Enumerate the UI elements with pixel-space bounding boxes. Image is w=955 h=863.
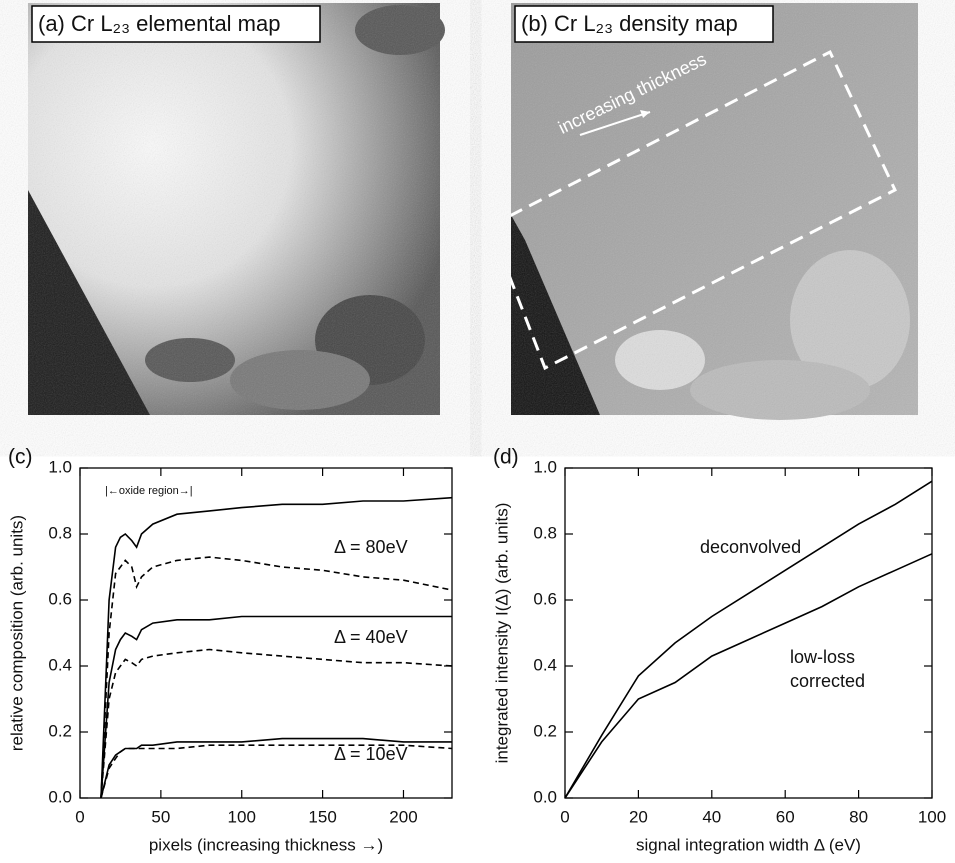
y-tick-label: 1.0 <box>48 457 72 476</box>
y-axis-label: relative composition (arb. units) <box>7 515 26 751</box>
x-tick-label: 150 <box>308 807 336 826</box>
x-tick-label: 40 <box>702 807 721 826</box>
y-tick-label: 0.2 <box>48 721 72 740</box>
x-tick-label: 50 <box>151 807 170 826</box>
image-label: (b) Cr L₂₃ density map <box>521 11 738 36</box>
y-tick-label: 0.4 <box>48 655 72 674</box>
series-label: deconvolved <box>700 537 801 557</box>
figure: (a) Cr L₂₃ elemental map increasing thic… <box>0 0 955 863</box>
y-tick-label: 0.8 <box>48 523 72 542</box>
x-axis-label: signal integration width Δ (eV) <box>636 835 861 854</box>
y-tick-label: 0.6 <box>48 589 72 608</box>
y-tick-label: 0.4 <box>533 655 557 674</box>
panel-label: (c) <box>8 446 33 469</box>
y-tick-label: 0.6 <box>533 589 557 608</box>
x-tick-label: 100 <box>228 807 256 826</box>
image-a: (a) Cr L₂₃ elemental map <box>28 3 445 415</box>
x-tick-label: 20 <box>629 807 648 826</box>
annotation: Δ = 10eV <box>334 744 408 764</box>
y-tick-label: 1.0 <box>533 457 557 476</box>
series-label: corrected <box>790 671 865 691</box>
x-tick-label: 80 <box>849 807 868 826</box>
x-tick-label: 0 <box>560 807 569 826</box>
panel-label: (d) <box>493 446 519 469</box>
x-tick-label: 100 <box>918 807 946 826</box>
x-tick-label: 60 <box>776 807 795 826</box>
y-axis-label: integrated intensity I(Δ) (arb. units) <box>492 503 511 764</box>
image-label: (a) Cr L₂₃ elemental map <box>38 11 280 36</box>
annotation: Δ = 40eV <box>334 627 408 647</box>
data-line <box>565 554 932 798</box>
y-tick-label: 0.2 <box>533 721 557 740</box>
x-tick-label: 200 <box>389 807 417 826</box>
x-axis-label: pixels (increasing thickness →) <box>149 835 383 854</box>
plot-frame <box>565 468 932 798</box>
series-label: low-loss <box>790 647 855 667</box>
x-tick-label: 0 <box>75 807 84 826</box>
y-tick-label: 0.0 <box>48 787 72 806</box>
annotation: Δ = 80eV <box>334 537 408 557</box>
y-tick-label: 0.0 <box>533 787 557 806</box>
annotation: |←oxide region→| <box>105 485 193 497</box>
image-b: increasing thickness (b) Cr L₂₃ density … <box>490 3 918 420</box>
data-line <box>101 650 452 799</box>
y-tick-label: 0.8 <box>533 523 557 542</box>
